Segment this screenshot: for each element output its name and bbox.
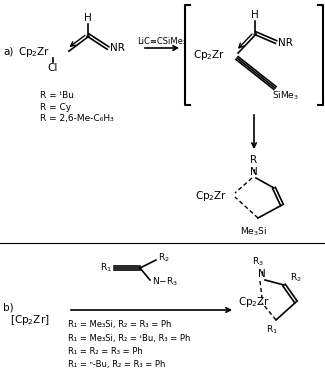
- Text: R₁ = R₂ = R₃ = Ph: R₁ = R₂ = R₃ = Ph: [68, 346, 143, 355]
- Text: b): b): [3, 303, 14, 313]
- Text: N$-$R$_3$: N$-$R$_3$: [152, 276, 178, 288]
- Text: R₁ = ⁿ-Bu, R₂ = R₃ = Ph: R₁ = ⁿ-Bu, R₂ = R₃ = Ph: [68, 360, 165, 368]
- Text: $\mathregular{Cp_2Zr}$: $\mathregular{Cp_2Zr}$: [195, 189, 228, 203]
- Text: Cl: Cl: [48, 63, 58, 73]
- Text: R₁ = Me₃Si, R₂ = ᵗBu, R₃ = Ph: R₁ = Me₃Si, R₂ = ᵗBu, R₃ = Ph: [68, 333, 190, 343]
- Text: a): a): [3, 47, 13, 57]
- Text: R₁ = Me₃Si, R₂ = R₃ = Ph: R₁ = Me₃Si, R₂ = R₃ = Ph: [68, 320, 171, 330]
- Text: R$_1$: R$_1$: [100, 262, 112, 274]
- Text: H: H: [251, 10, 259, 20]
- Text: $\mathregular{Cp_2Zr}$: $\mathregular{Cp_2Zr}$: [193, 48, 225, 62]
- Text: $\mathregular{[Cp_2Zr]}$: $\mathregular{[Cp_2Zr]}$: [10, 313, 49, 327]
- Text: R: R: [251, 155, 257, 165]
- Text: N: N: [250, 167, 258, 177]
- Text: R$_1$: R$_1$: [266, 324, 278, 336]
- Text: $\mathregular{Cp_2Zr}$: $\mathregular{Cp_2Zr}$: [238, 295, 270, 309]
- Text: R$_2$: R$_2$: [290, 272, 302, 284]
- Text: LiC≡CSiMe₃: LiC≡CSiMe₃: [137, 37, 187, 45]
- Text: R = 2,6-Me-C₆H₃: R = 2,6-Me-C₆H₃: [40, 114, 114, 124]
- Text: $\mathregular{Cp_2Zr}$: $\mathregular{Cp_2Zr}$: [18, 45, 50, 59]
- Text: R$_2$: R$_2$: [158, 252, 170, 264]
- Text: SiMe$_3$: SiMe$_3$: [272, 90, 299, 102]
- Text: N: N: [258, 269, 266, 279]
- Text: H: H: [84, 13, 92, 23]
- Text: NR: NR: [110, 43, 125, 53]
- Text: R = Cy: R = Cy: [40, 102, 71, 112]
- Text: NR: NR: [278, 38, 293, 48]
- Text: Me$_3$Si: Me$_3$Si: [240, 226, 267, 238]
- Text: R = ᵗBu: R = ᵗBu: [40, 90, 74, 99]
- Text: R$_3$: R$_3$: [252, 256, 264, 268]
